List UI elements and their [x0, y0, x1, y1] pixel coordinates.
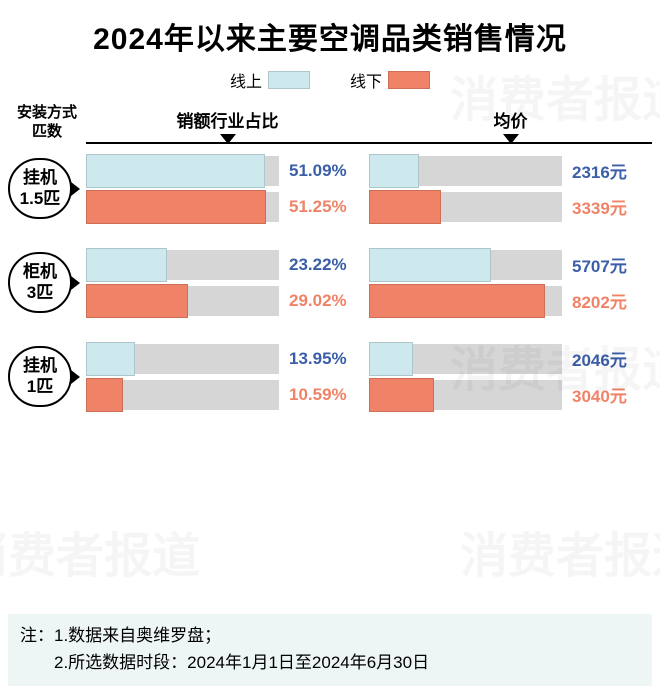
- bar-track: [86, 192, 279, 222]
- bar-track: [369, 250, 562, 280]
- footer-notes: 注：1.数据来自奥维罗盘； 2.所选数据时段：2024年1月1日至2024年6月…: [8, 614, 652, 686]
- footer-line-2: 2.所选数据时段：2024年1月1日至2024年6月30日: [20, 649, 640, 676]
- bar-line: 5707元: [369, 250, 646, 280]
- bar-line: 2046元: [369, 344, 646, 374]
- bar-line: 13.95%: [86, 344, 363, 374]
- pill-line-2: 3匹: [18, 283, 62, 303]
- bar-fill: [369, 154, 419, 188]
- row-label: 挂机1.5匹: [8, 158, 86, 219]
- bar-line: 10.59%: [86, 380, 363, 410]
- triangle-marker: [503, 134, 519, 144]
- share-head-text: 销额行业占比: [177, 112, 279, 131]
- bar-value: 2046元: [572, 346, 646, 371]
- chart-title: 2024年以来主要空调品类销售情况: [0, 0, 660, 68]
- legend-offline-label: 线下: [350, 68, 382, 92]
- bar-fill: [369, 284, 545, 318]
- footer-line-1: 注：1.数据来自奥维罗盘；: [20, 622, 640, 649]
- legend-offline: 线下: [350, 68, 430, 92]
- price-head-text: 均价: [494, 112, 528, 131]
- bar-value: 51.09%: [289, 161, 363, 181]
- bar-value: 8202元: [572, 288, 646, 313]
- data-row: 挂机1.5匹 51.09% 51.25% 2316元 3339元: [8, 156, 652, 222]
- category-pill: 挂机1匹: [8, 346, 72, 407]
- bar-line: 51.25%: [86, 192, 363, 222]
- pointer-icon: [71, 276, 80, 290]
- bar-track: [369, 344, 562, 374]
- legend-offline-swatch: [388, 71, 430, 89]
- bar-line: 23.22%: [86, 250, 363, 280]
- share-column: 13.95% 10.59%: [86, 344, 369, 410]
- watermark: 消费者报道: [0, 516, 200, 586]
- bar-track: [86, 156, 279, 186]
- bar-line: 3040元: [369, 380, 646, 410]
- watermark: 消费者报道: [460, 516, 660, 586]
- bar-track: [86, 250, 279, 280]
- triangle-marker: [220, 134, 236, 144]
- bar-value: 29.02%: [289, 291, 363, 311]
- legend-online-swatch: [268, 71, 310, 89]
- label-head-1: 安装方式: [8, 104, 86, 123]
- bar-fill: [86, 190, 266, 224]
- pill-line-1: 挂机: [18, 168, 62, 188]
- bar-line: 2316元: [369, 156, 646, 186]
- price-column: 2316元 3339元: [369, 156, 652, 222]
- data-row: 柜机3匹 23.22% 29.02% 5707元 8202元: [8, 250, 652, 316]
- pointer-icon: [71, 182, 80, 196]
- label-column-head: 安装方式 匹数: [8, 104, 86, 142]
- bar-value: 23.22%: [289, 255, 363, 275]
- bar-line: 3339元: [369, 192, 646, 222]
- bar-fill: [369, 190, 441, 224]
- header-row: 安装方式 匹数 销额行业占比 均价: [0, 104, 660, 142]
- bar-track: [369, 286, 562, 316]
- price-column-head: 均价: [369, 107, 652, 142]
- label-head-2: 匹数: [8, 123, 86, 142]
- category-pill: 挂机1.5匹: [8, 158, 72, 219]
- share-column-head: 销额行业占比: [86, 107, 369, 142]
- pill-line-2: 1匹: [18, 377, 62, 397]
- row-label: 挂机1匹: [8, 346, 86, 407]
- bar-fill: [369, 342, 413, 376]
- category-pill: 柜机3匹: [8, 252, 72, 313]
- bar-value: 10.59%: [289, 385, 363, 405]
- bar-fill: [86, 248, 167, 282]
- bar-track: [369, 380, 562, 410]
- bar-value: 51.25%: [289, 197, 363, 217]
- bar-fill: [86, 284, 188, 318]
- bar-line: 8202元: [369, 286, 646, 316]
- bar-value: 3339元: [572, 194, 646, 219]
- bar-fill: [369, 248, 491, 282]
- data-row: 挂机1匹 13.95% 10.59% 2046元 3040元: [8, 344, 652, 410]
- bar-fill: [369, 378, 434, 412]
- bar-line: 29.02%: [86, 286, 363, 316]
- bar-value: 13.95%: [289, 349, 363, 369]
- bar-value: 3040元: [572, 382, 646, 407]
- share-column: 51.09% 51.25%: [86, 156, 369, 222]
- bar-value: 5707元: [572, 252, 646, 277]
- bar-fill: [86, 342, 135, 376]
- bar-track: [369, 192, 562, 222]
- legend-online: 线上: [230, 68, 310, 92]
- legend: 线上 线下: [0, 68, 660, 104]
- bar-track: [86, 344, 279, 374]
- row-label: 柜机3匹: [8, 252, 86, 313]
- pill-line-1: 挂机: [18, 356, 62, 376]
- bar-track: [86, 380, 279, 410]
- pill-line-1: 柜机: [18, 262, 62, 282]
- pill-line-2: 1.5匹: [18, 189, 62, 209]
- price-column: 5707元 8202元: [369, 250, 652, 316]
- bar-track: [369, 156, 562, 186]
- bar-fill: [86, 154, 265, 188]
- bar-value: 2316元: [572, 158, 646, 183]
- share-column: 23.22% 29.02%: [86, 250, 369, 316]
- bar-track: [86, 286, 279, 316]
- legend-online-label: 线上: [230, 68, 262, 92]
- bar-line: 51.09%: [86, 156, 363, 186]
- bar-fill: [86, 378, 123, 412]
- chart-rows: 挂机1.5匹51.09%51.25%2316元3339元柜机3匹23.22%29…: [0, 144, 660, 410]
- pointer-icon: [71, 370, 80, 384]
- price-column: 2046元 3040元: [369, 344, 652, 410]
